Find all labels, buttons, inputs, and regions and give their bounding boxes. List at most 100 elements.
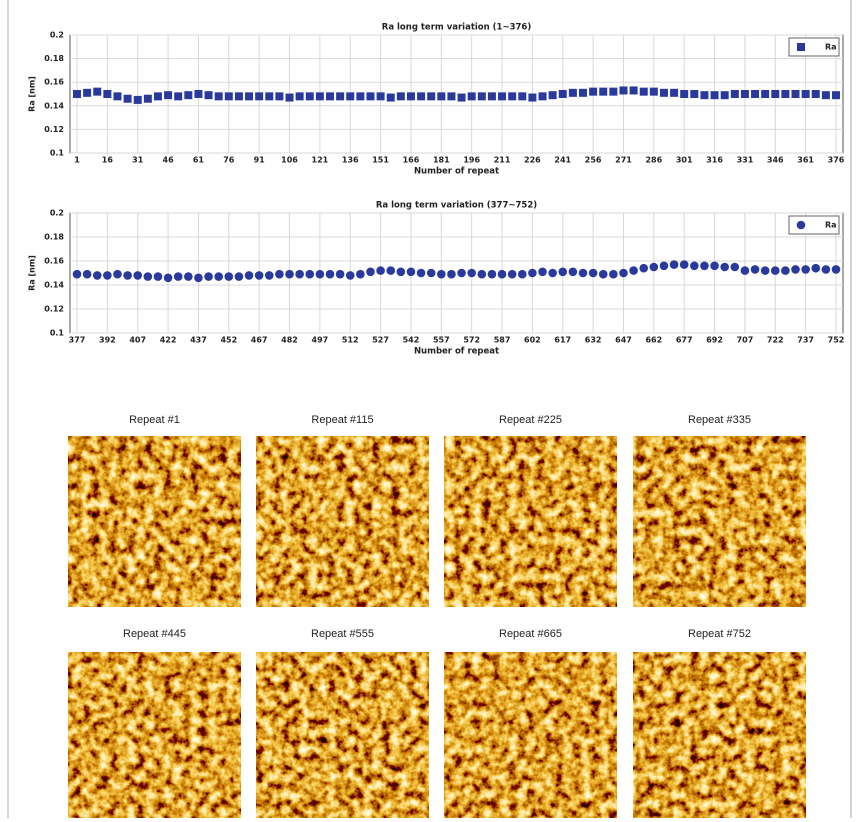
x-tick-label: 572 (463, 336, 480, 345)
y-tick-label: 0.1 (50, 329, 65, 338)
data-point (356, 269, 365, 279)
data-point (214, 92, 223, 101)
x-tick-label: 61 (193, 156, 205, 165)
data-point (760, 266, 770, 275)
x-tick-label: 271 (615, 156, 632, 165)
data-point (477, 92, 486, 101)
data-point (386, 266, 396, 275)
x-tick-label: 692 (706, 336, 723, 345)
x-tick-label: 361 (797, 156, 814, 165)
y-tick-label: 0.12 (44, 125, 64, 134)
y-tick-label: 0.14 (44, 101, 64, 110)
x-tick-label: 602 (524, 336, 541, 345)
data-point (700, 91, 709, 100)
data-point (214, 272, 223, 281)
data-point (821, 91, 830, 100)
x-tick-label: 752 (828, 336, 845, 345)
x-tick-label: 452 (220, 336, 237, 345)
data-point (345, 271, 355, 280)
data-point (244, 271, 254, 280)
data-point (517, 269, 527, 279)
data-point (579, 88, 587, 97)
panel-title: Repeat #445 (123, 628, 186, 640)
legend-box (788, 37, 840, 57)
data-point (366, 92, 375, 101)
data-point (447, 92, 456, 101)
data-point (791, 90, 800, 98)
data-point (811, 90, 820, 98)
x-tick-label: 647 (615, 336, 632, 345)
x-tick-label: 121 (312, 156, 329, 165)
data-point (609, 87, 618, 96)
x-axis-label: Number of repeat (414, 347, 499, 357)
data-point (234, 272, 244, 281)
data-point (457, 268, 466, 278)
panel-title: Repeat #752 (688, 628, 751, 640)
data-point (568, 88, 577, 97)
data-point (305, 92, 314, 101)
data-point (568, 267, 578, 277)
y-tick-label: 0.18 (44, 233, 64, 242)
data-point (649, 262, 659, 272)
legend-label: Ra (825, 43, 837, 52)
data-point (619, 268, 628, 278)
x-tick-label: 557 (433, 336, 450, 345)
legend-box (788, 215, 840, 235)
data-point (730, 262, 740, 272)
data-point (72, 269, 82, 279)
data-point (710, 91, 719, 100)
x-tick-label: 91 (254, 156, 266, 165)
data-point (406, 267, 416, 277)
data-point (143, 94, 152, 103)
data-point (690, 90, 699, 98)
data-point (751, 90, 760, 98)
surface-image (68, 652, 241, 818)
data-point (264, 271, 274, 280)
data-point (558, 267, 568, 277)
data-point (700, 261, 709, 271)
data-point (174, 92, 183, 101)
data-point (639, 87, 648, 96)
data-point (487, 269, 497, 279)
data-point (326, 92, 334, 101)
data-point (548, 91, 557, 100)
data-point (538, 92, 547, 101)
y-axis-label: Ra [nm] (28, 255, 37, 291)
data-point (285, 269, 294, 279)
data-point (376, 266, 385, 275)
data-point (143, 272, 153, 281)
data-point (447, 269, 456, 279)
y-tick-label: 0.14 (44, 281, 64, 290)
data-point (680, 90, 689, 98)
x-tick-label: 437 (190, 336, 207, 345)
data-point (113, 92, 122, 101)
x-tick-label: 377 (69, 336, 86, 345)
data-point (558, 90, 567, 98)
data-point (204, 91, 213, 100)
data-point (457, 93, 466, 102)
data-point (103, 90, 112, 98)
data-point (254, 271, 264, 280)
data-point (437, 269, 446, 279)
data-point (761, 90, 770, 98)
y-tick-label: 0.2 (50, 31, 64, 40)
y-tick-label: 0.2 (50, 209, 64, 218)
data-point (730, 90, 739, 98)
data-point (740, 90, 749, 98)
data-point (103, 271, 112, 280)
data-point (416, 268, 426, 278)
legend-label: Ra (825, 221, 837, 230)
data-point (791, 265, 800, 274)
legend: Ra (788, 215, 840, 235)
data-point (831, 265, 841, 274)
x-tick-label: 617 (554, 336, 571, 345)
x-tick-label: 512 (342, 336, 359, 345)
data-point (518, 92, 527, 101)
data-point (265, 92, 274, 101)
data-point (245, 92, 254, 101)
panel-title: Repeat #335 (688, 414, 751, 426)
data-point (315, 269, 325, 279)
x-tick-label: 346 (767, 156, 784, 165)
x-tick-label: 407 (129, 336, 146, 345)
